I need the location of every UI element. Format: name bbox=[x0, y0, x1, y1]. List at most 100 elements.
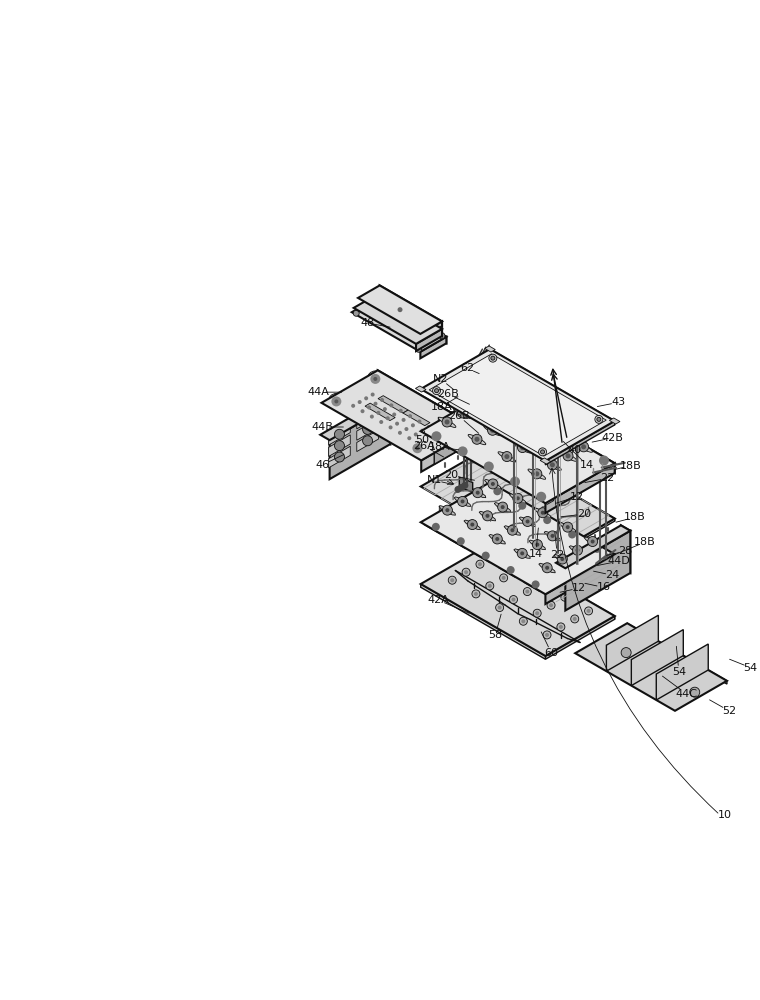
Polygon shape bbox=[514, 443, 531, 461]
Circle shape bbox=[520, 445, 525, 450]
Circle shape bbox=[458, 446, 467, 456]
Polygon shape bbox=[489, 534, 505, 544]
Circle shape bbox=[489, 552, 498, 560]
Polygon shape bbox=[528, 469, 546, 487]
Circle shape bbox=[494, 395, 504, 405]
Circle shape bbox=[460, 410, 465, 416]
Circle shape bbox=[383, 407, 387, 411]
Circle shape bbox=[587, 609, 591, 613]
Polygon shape bbox=[321, 370, 477, 460]
Circle shape bbox=[536, 436, 540, 441]
Text: 43: 43 bbox=[611, 397, 625, 407]
Polygon shape bbox=[515, 408, 533, 418]
Circle shape bbox=[407, 436, 411, 440]
Circle shape bbox=[532, 469, 542, 479]
Polygon shape bbox=[529, 540, 546, 550]
Polygon shape bbox=[520, 517, 536, 534]
Polygon shape bbox=[575, 623, 727, 711]
Circle shape bbox=[370, 374, 380, 384]
Circle shape bbox=[515, 568, 520, 572]
Circle shape bbox=[537, 492, 546, 502]
Circle shape bbox=[565, 453, 571, 458]
Polygon shape bbox=[477, 460, 502, 474]
Polygon shape bbox=[540, 458, 551, 464]
Polygon shape bbox=[480, 511, 496, 528]
Polygon shape bbox=[499, 417, 517, 435]
Circle shape bbox=[363, 436, 372, 446]
Polygon shape bbox=[454, 497, 470, 514]
Polygon shape bbox=[509, 494, 526, 503]
Circle shape bbox=[521, 619, 525, 623]
Circle shape bbox=[404, 427, 408, 431]
Polygon shape bbox=[498, 452, 516, 462]
Text: 44A: 44A bbox=[308, 387, 330, 397]
Circle shape bbox=[509, 596, 518, 604]
Circle shape bbox=[505, 454, 509, 459]
Circle shape bbox=[597, 417, 601, 421]
Polygon shape bbox=[459, 428, 468, 442]
Circle shape bbox=[491, 356, 495, 360]
Circle shape bbox=[472, 590, 480, 598]
Circle shape bbox=[575, 548, 579, 552]
Circle shape bbox=[491, 392, 496, 397]
Circle shape bbox=[364, 396, 368, 400]
Circle shape bbox=[401, 418, 406, 422]
Circle shape bbox=[386, 416, 390, 420]
Circle shape bbox=[533, 434, 543, 444]
Polygon shape bbox=[545, 425, 562, 443]
Circle shape bbox=[371, 393, 375, 397]
Circle shape bbox=[488, 425, 498, 435]
Circle shape bbox=[363, 424, 372, 434]
Circle shape bbox=[473, 399, 483, 409]
Circle shape bbox=[467, 520, 477, 530]
Circle shape bbox=[416, 446, 420, 450]
Circle shape bbox=[427, 425, 431, 429]
Circle shape bbox=[518, 443, 527, 453]
Circle shape bbox=[448, 576, 456, 584]
Circle shape bbox=[445, 420, 450, 424]
Polygon shape bbox=[539, 563, 556, 580]
Circle shape bbox=[416, 346, 422, 352]
Circle shape bbox=[432, 431, 442, 441]
Circle shape bbox=[550, 462, 555, 467]
Circle shape bbox=[581, 444, 586, 449]
Text: 16: 16 bbox=[597, 582, 611, 592]
Circle shape bbox=[565, 525, 570, 529]
Circle shape bbox=[531, 580, 540, 588]
Polygon shape bbox=[544, 531, 561, 541]
Circle shape bbox=[470, 523, 474, 527]
Polygon shape bbox=[627, 623, 727, 684]
Polygon shape bbox=[454, 408, 471, 418]
Text: 18B: 18B bbox=[634, 537, 656, 547]
Polygon shape bbox=[591, 454, 616, 468]
Polygon shape bbox=[514, 549, 530, 558]
Text: 12: 12 bbox=[572, 583, 586, 593]
Text: 18A: 18A bbox=[431, 402, 452, 412]
Circle shape bbox=[420, 429, 424, 433]
Circle shape bbox=[413, 443, 423, 453]
Circle shape bbox=[510, 477, 520, 487]
Polygon shape bbox=[420, 337, 446, 358]
Polygon shape bbox=[486, 393, 511, 408]
Polygon shape bbox=[610, 418, 620, 424]
Text: 26B: 26B bbox=[448, 411, 470, 421]
Polygon shape bbox=[470, 399, 487, 409]
Polygon shape bbox=[514, 549, 530, 566]
Polygon shape bbox=[539, 563, 556, 573]
Text: 10: 10 bbox=[718, 810, 732, 820]
Polygon shape bbox=[421, 544, 615, 656]
Circle shape bbox=[514, 566, 521, 574]
Polygon shape bbox=[378, 297, 446, 343]
Polygon shape bbox=[424, 429, 449, 444]
Circle shape bbox=[492, 554, 496, 558]
Circle shape bbox=[551, 427, 556, 432]
Polygon shape bbox=[320, 400, 390, 440]
Polygon shape bbox=[584, 537, 600, 554]
Polygon shape bbox=[490, 349, 615, 425]
Circle shape bbox=[501, 505, 505, 509]
Circle shape bbox=[461, 499, 464, 503]
Polygon shape bbox=[559, 451, 577, 469]
Polygon shape bbox=[421, 446, 615, 558]
Circle shape bbox=[490, 428, 495, 433]
Circle shape bbox=[451, 421, 461, 431]
